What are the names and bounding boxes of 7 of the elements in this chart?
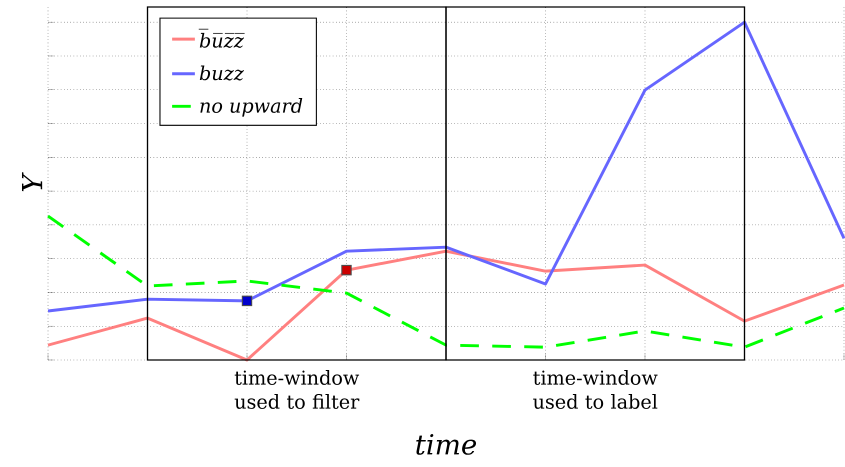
x-axis-title: time <box>416 434 476 455</box>
text: time-window used to label <box>533 370 658 409</box>
legend-label: buzz <box>200 65 244 81</box>
legend-label: b̅u̅z̅z̅ <box>198 28 245 48</box>
y-axis-title: Y <box>22 172 42 192</box>
text: time-window used to filter <box>234 370 360 409</box>
legend-label: no upward <box>200 98 302 117</box>
